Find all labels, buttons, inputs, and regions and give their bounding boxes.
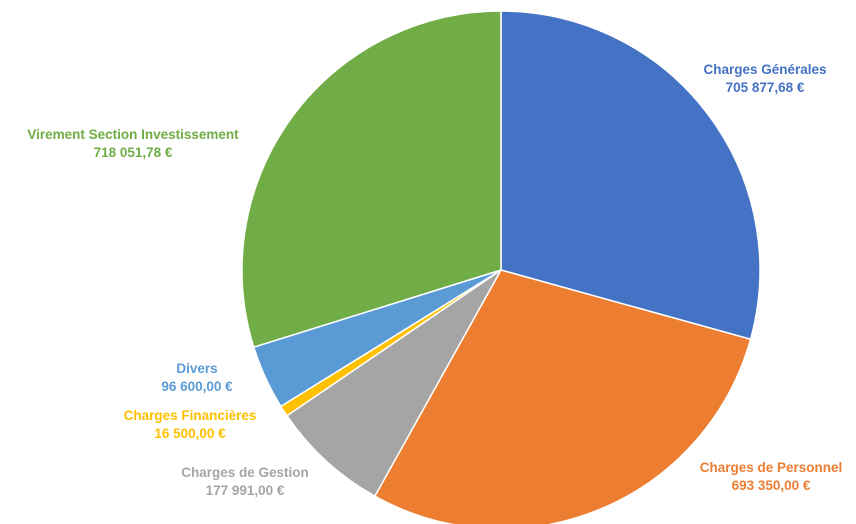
slice-value-virement-section-investissement: 718 051,78 €	[94, 145, 173, 160]
slice-label-charges-financi-res: Charges Financières	[124, 408, 257, 423]
pie-slice-charges-de-gestion	[285, 269, 502, 498]
slice-value-divers: 96 600,00 €	[161, 379, 233, 394]
slice-label-charges-de-personnel: Charges de Personnel	[700, 460, 843, 475]
slice-label-virement-section-investissement: Virement Section Investissement	[27, 127, 239, 142]
slice-label-divers: Divers	[176, 361, 217, 376]
slice-value-charges-de-gestion: 177 991,00 €	[206, 483, 285, 498]
pie-slices	[241, 10, 761, 524]
slice-label-charges-g-n-rales: Charges Générales	[703, 62, 826, 77]
pie-labels: Charges Générales 705 877,68 € Charges de …	[27, 62, 842, 498]
slice-value-charges-g-n-rales: 705 877,68 €	[726, 80, 805, 95]
pie-slice-virement-section-investissement	[241, 10, 502, 349]
slice-value-charges-de-personnel: 693 350,00 €	[732, 478, 811, 493]
pie-slice-charges-g-n-rales	[500, 10, 761, 341]
pie-slice-charges-de-personnel	[373, 269, 752, 524]
slice-value-charges-financi-res: 16 500,00 €	[154, 426, 226, 441]
slice-label-charges-de-gestion: Charges de Gestion	[181, 465, 309, 480]
